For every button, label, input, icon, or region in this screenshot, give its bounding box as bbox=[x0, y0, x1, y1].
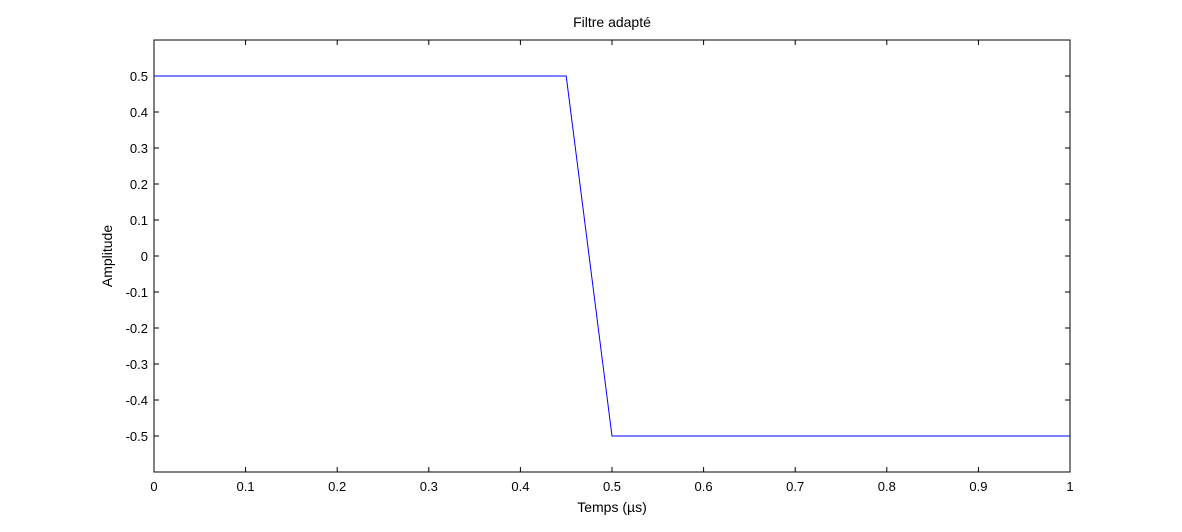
y-tick-label: -0.3 bbox=[126, 357, 148, 372]
y-tick-label: 0.1 bbox=[130, 213, 148, 228]
y-tick-label: 0 bbox=[141, 249, 148, 264]
x-axis-title: Temps (µs) bbox=[577, 499, 647, 515]
plot-area bbox=[153, 39, 1071, 473]
y-tick-label: -0.4 bbox=[126, 393, 148, 408]
y-tick-label: 0.4 bbox=[130, 105, 148, 120]
y-tick-label: -0.1 bbox=[126, 285, 148, 300]
y-tick-label: 0.3 bbox=[130, 141, 148, 156]
y-tick-label: 0.2 bbox=[130, 177, 148, 192]
x-tick-label: 0 bbox=[150, 479, 157, 494]
y-tick-label: -0.2 bbox=[126, 321, 148, 336]
x-tick-label: 0.6 bbox=[695, 479, 713, 494]
series-line bbox=[154, 75, 1070, 437]
x-tick-label: 0.1 bbox=[237, 479, 255, 494]
y-tick-label: -0.5 bbox=[126, 429, 148, 444]
x-tick-label: 0.4 bbox=[511, 479, 529, 494]
y-axis: 0.5 0.4 0.3 0.2 0.1 0 -0.1 -0.2 -0.3 -0.4 -0.5 bbox=[126, 69, 1070, 444]
y-tick-label: 0.5 bbox=[130, 69, 148, 84]
x-tick-label: 0.5 bbox=[603, 479, 621, 494]
x-axis: 0 0.1 0.2 0.3 0.4 0.5 0.6 0.7 0.8 0.9 1 bbox=[150, 40, 1074, 494]
x-tick-label: 0.2 bbox=[328, 479, 346, 494]
x-tick-label: 0.8 bbox=[878, 479, 896, 494]
chart-title: Filtre adapté bbox=[573, 14, 651, 30]
x-tick-label: 0.7 bbox=[786, 479, 804, 494]
series-layer bbox=[154, 75, 1070, 437]
x-tick-label: 1 bbox=[1066, 479, 1073, 494]
x-tick-label: 0.9 bbox=[969, 479, 987, 494]
y-axis-title: Amplitude bbox=[99, 225, 115, 287]
x-tick-label: 0.3 bbox=[420, 479, 438, 494]
